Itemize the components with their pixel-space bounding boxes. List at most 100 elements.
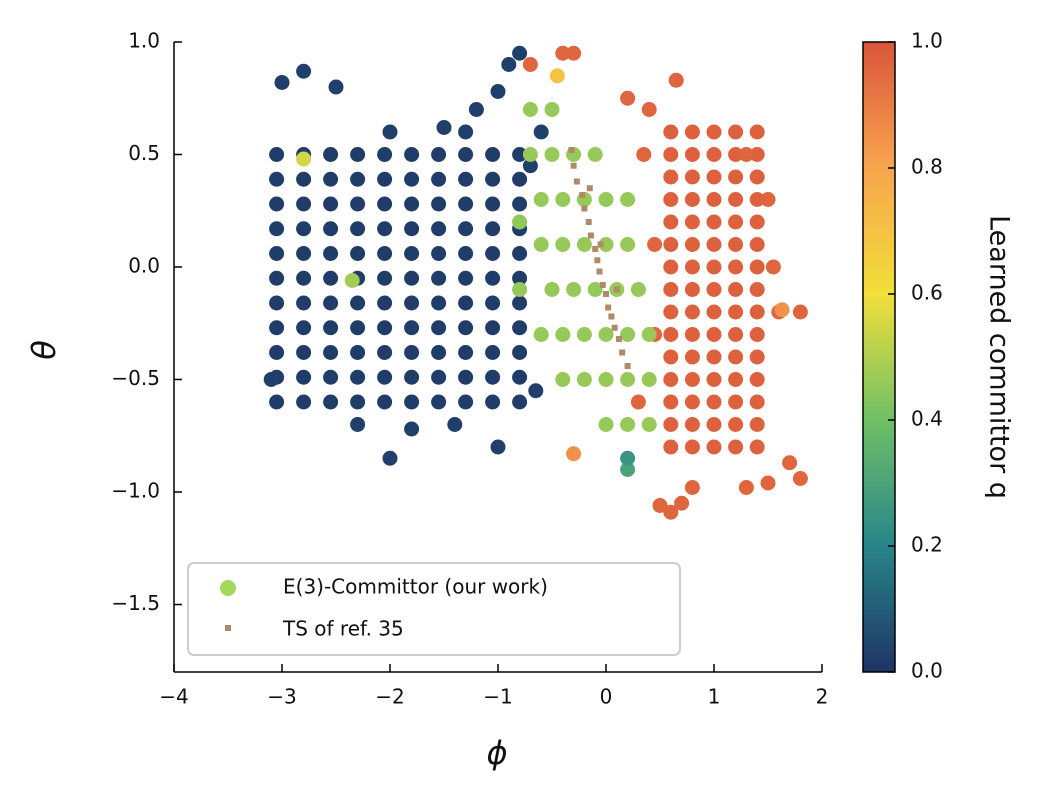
scatter-point xyxy=(663,214,679,230)
scatter-point xyxy=(377,270,393,286)
scatter-point xyxy=(323,147,339,162)
scatter-point xyxy=(544,282,560,297)
scatter-point xyxy=(485,147,501,162)
scatter-point xyxy=(512,147,528,162)
scatter-point xyxy=(269,295,285,311)
scatter-point xyxy=(404,147,420,162)
scatter-point xyxy=(749,124,765,140)
ts-point xyxy=(619,349,626,356)
scatter-point xyxy=(431,394,447,410)
scatter-point xyxy=(749,237,765,252)
scatter-point xyxy=(706,147,722,162)
scatter-point xyxy=(684,349,700,365)
scatter-point xyxy=(458,345,474,360)
scatter-point xyxy=(620,417,636,432)
ts-point xyxy=(615,336,622,342)
scatter-point xyxy=(728,282,744,297)
scatter-point xyxy=(684,237,700,252)
scatter-point xyxy=(706,394,722,410)
scatter-point xyxy=(512,45,528,61)
scatter-point xyxy=(328,79,344,95)
scatter-point xyxy=(296,63,312,79)
scatter-point xyxy=(782,455,798,471)
scatter-point xyxy=(620,192,636,207)
scatter-point xyxy=(566,446,582,462)
scatter-point xyxy=(728,439,744,455)
scatter-point xyxy=(549,68,565,84)
scatter-point xyxy=(263,372,279,387)
scatter-point xyxy=(522,147,538,162)
scatter-point xyxy=(598,192,614,207)
scatter-point xyxy=(296,221,312,237)
scatter-point xyxy=(431,270,447,286)
scatter-point xyxy=(404,196,420,212)
scatter-point xyxy=(458,124,474,140)
scatter-point xyxy=(598,372,614,387)
scatter-point xyxy=(350,345,366,360)
scatter-point xyxy=(350,320,366,336)
scatter-point xyxy=(431,147,447,162)
scatter-point xyxy=(269,270,285,286)
scatter-point xyxy=(377,196,393,212)
scatter-point xyxy=(663,192,679,207)
scatter-point xyxy=(350,295,366,311)
scatter-point xyxy=(377,295,393,311)
scatter-point xyxy=(458,221,474,237)
scatter-point xyxy=(323,171,339,187)
scatter-point xyxy=(706,282,722,297)
scatter-point xyxy=(684,169,700,185)
scatter-point xyxy=(576,327,592,342)
scatter-point xyxy=(404,270,420,286)
scatter-point xyxy=(663,372,679,387)
scatter-point xyxy=(296,151,312,167)
scatter-point xyxy=(323,394,339,410)
scatter-point xyxy=(269,196,285,212)
scatter-point xyxy=(269,221,285,237)
ts-point xyxy=(613,286,620,293)
scatter-point xyxy=(269,345,285,360)
scatter-point xyxy=(641,102,657,117)
colorbar-label: Learned committor q xyxy=(984,215,1015,499)
scatter-point xyxy=(350,221,366,237)
scatter-point xyxy=(458,196,474,212)
legend-box xyxy=(187,562,681,656)
scatter-point xyxy=(533,237,549,252)
scatter-point xyxy=(684,394,700,410)
scatter-point xyxy=(323,270,339,286)
scatter-point xyxy=(436,120,452,135)
scatter-point xyxy=(706,192,722,207)
scatter-point xyxy=(749,349,765,365)
scatter-point xyxy=(269,246,285,261)
scatter-point xyxy=(501,57,517,72)
scatter-point xyxy=(350,369,366,385)
scatter-point xyxy=(620,90,636,106)
scatter-point xyxy=(587,282,603,297)
scatter-point xyxy=(458,270,474,286)
scatter-point xyxy=(350,246,366,261)
scatter-point xyxy=(350,394,366,410)
scatter-point xyxy=(485,295,501,311)
scatter-point xyxy=(350,147,366,162)
scatter-point xyxy=(323,295,339,311)
colorbar-tick-label: 1.0 xyxy=(911,29,943,53)
scatter-point xyxy=(533,124,549,140)
ts-point xyxy=(573,178,580,185)
colorbar-tick-label: 0.6 xyxy=(911,281,943,305)
scatter-point xyxy=(792,304,808,320)
scatter-point xyxy=(663,417,679,432)
scatter-point xyxy=(296,171,312,187)
scatter-point xyxy=(684,147,700,162)
scatter-point xyxy=(706,439,722,455)
scatter-point xyxy=(344,273,360,288)
scatter-point xyxy=(749,192,765,207)
scatter-point xyxy=(485,320,501,336)
x-tick-label: −2 xyxy=(375,685,404,709)
scatter-point xyxy=(296,270,312,286)
scatter-point xyxy=(323,320,339,336)
scatter-point xyxy=(576,237,592,252)
ts-point xyxy=(570,162,577,169)
scatter-point xyxy=(630,394,646,410)
scatter-point xyxy=(296,320,312,336)
ts-point xyxy=(596,268,603,275)
scatter-point xyxy=(447,417,463,432)
